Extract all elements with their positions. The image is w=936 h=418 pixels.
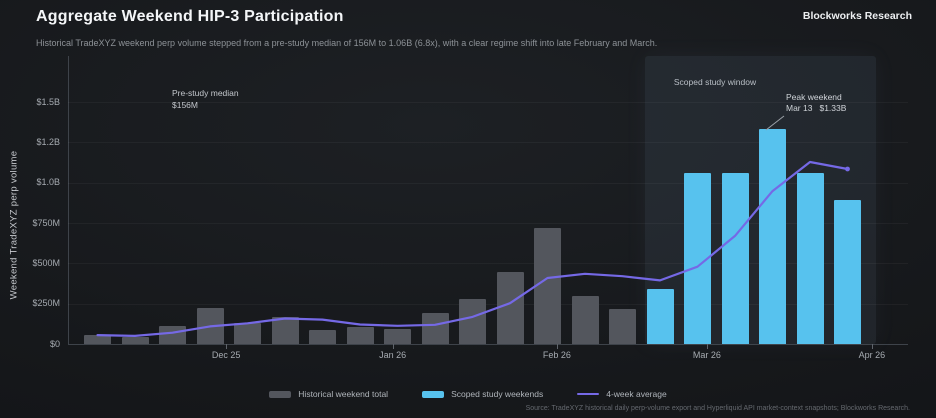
y-tick-label: $0 bbox=[49, 338, 60, 349]
x-tick-label: Mar 26 bbox=[692, 350, 721, 360]
x-tick-mark bbox=[871, 344, 873, 349]
y-axis-line bbox=[68, 56, 69, 344]
historical-weekend-bar bbox=[421, 313, 449, 344]
annotation-scoped-study-window: Scoped study window bbox=[673, 77, 757, 87]
x-tick-label: Jan 26 bbox=[379, 350, 407, 360]
historical-weekend-bar bbox=[159, 326, 186, 344]
scoped-weekend-bar bbox=[721, 173, 749, 344]
historical-weekend-bar bbox=[346, 327, 374, 344]
x-axis-line bbox=[68, 344, 908, 345]
scoped-weekend-bar bbox=[759, 129, 786, 344]
legend-swatch-average bbox=[577, 392, 600, 396]
source-note: Source: TradeXYZ historical daily perp-v… bbox=[525, 405, 910, 412]
y-tick-label: $500M bbox=[32, 257, 60, 268]
legend-label-average: 4-week average bbox=[606, 389, 667, 399]
y-tick-label: $1.0B bbox=[36, 177, 60, 188]
chart-subtitle: Historical TradeXYZ weekend perp volume … bbox=[36, 38, 658, 48]
historical-weekend-bar bbox=[196, 307, 224, 344]
historical-weekend-bar bbox=[534, 227, 561, 344]
y-gridline bbox=[68, 102, 908, 103]
legend-item-average: 4-week average bbox=[577, 389, 667, 399]
legend-item-scoped: Scoped study weekends bbox=[422, 389, 543, 399]
y-tick-label: $750M bbox=[32, 217, 60, 228]
annotation-pre-study-median: Pre-study median $156M bbox=[172, 88, 239, 111]
historical-weekend-bar bbox=[234, 323, 261, 344]
peak-weekend-date: Mar 13 bbox=[786, 102, 813, 113]
historical-weekend-bar bbox=[309, 330, 336, 344]
scoped-weekend-bar bbox=[834, 200, 861, 344]
peak-weekend-label: Peak weekend bbox=[786, 92, 842, 102]
pre-study-median-label: Pre-study median bbox=[172, 88, 239, 98]
scoped-weekend-bar bbox=[684, 173, 711, 344]
pre-study-median-value: $156M bbox=[172, 99, 198, 110]
x-tick-mark bbox=[392, 344, 394, 349]
peak-weekend-value: $1.33B bbox=[819, 102, 847, 113]
brand-label: Blockworks Research bbox=[802, 10, 912, 22]
scoped-weekend-bar bbox=[646, 289, 674, 344]
legend-label-historical: Historical weekend total bbox=[298, 389, 389, 399]
annotation-peak-weekend: Peak weekend Mar 13 $1.33B bbox=[786, 92, 846, 113]
peak-weekend-detail: Mar 13 $1.33B bbox=[786, 103, 846, 114]
scoped-weekend-bar bbox=[796, 173, 824, 344]
historical-weekend-bar bbox=[271, 317, 299, 344]
x-tick-label: Dec 25 bbox=[211, 350, 241, 360]
legend-swatch-historical bbox=[269, 390, 292, 398]
historical-weekend-bar bbox=[384, 328, 411, 344]
x-tick-mark bbox=[556, 344, 558, 349]
x-tick-mark bbox=[706, 344, 708, 349]
legend-swatch-scoped bbox=[422, 390, 445, 398]
y-tick-label: $1.5B bbox=[36, 96, 60, 107]
y-tick-label: $250M bbox=[32, 298, 60, 309]
x-tick-mark bbox=[226, 344, 228, 349]
legend-label-scoped: Scoped study weekends bbox=[451, 389, 544, 399]
historical-weekend-bar bbox=[121, 336, 149, 344]
historical-weekend-bar bbox=[496, 272, 524, 344]
historical-weekend-bar bbox=[84, 335, 111, 344]
legend-item-historical: Historical weekend total bbox=[269, 389, 388, 399]
historical-weekend-bar bbox=[459, 298, 486, 344]
historical-weekend-bar bbox=[609, 308, 636, 344]
x-tick-label: Apr 26 bbox=[858, 350, 886, 360]
historical-weekend-bar bbox=[571, 296, 599, 344]
y-gridline bbox=[68, 142, 908, 144]
page-title: Aggregate Weekend HIP-3 Participation bbox=[36, 8, 344, 25]
legend: Historical weekend total Scoped study we… bbox=[0, 389, 936, 399]
y-tick-label: $1.2B bbox=[36, 136, 60, 147]
x-tick-label: Feb 26 bbox=[542, 350, 571, 360]
